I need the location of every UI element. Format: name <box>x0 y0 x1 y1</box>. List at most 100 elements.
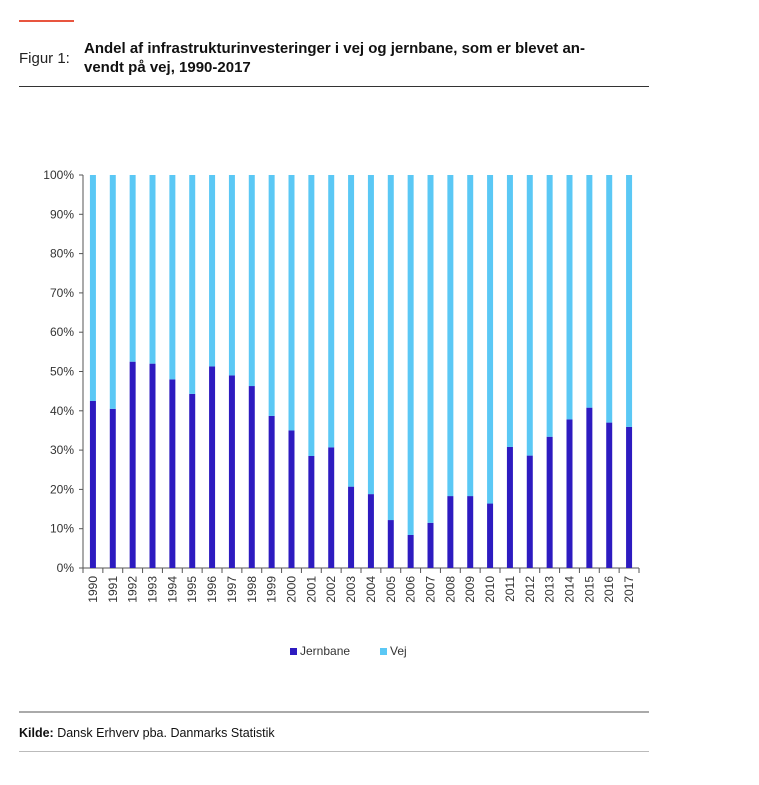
bar-jernbane <box>89 400 96 568</box>
x-tick-label: 2014 <box>563 576 577 603</box>
x-tick-label: 1991 <box>106 576 120 603</box>
bar-jernbane <box>248 386 255 568</box>
legend-item-vej: Vej <box>380 644 407 658</box>
bar-vej <box>308 175 315 456</box>
bar-jernbane <box>149 363 156 568</box>
bar-jernbane <box>209 366 216 568</box>
bar-jernbane <box>228 375 235 568</box>
x-tick-label: 1992 <box>126 576 140 603</box>
stacked-bar-chart: 0% 10% 20% 30% 40% 50% 60% 70% 80% 90% 100% 1990 199… <box>43 168 640 603</box>
y-tick-label: 40% <box>50 404 74 418</box>
bar-jernbane <box>189 393 196 568</box>
bar-vej <box>487 175 494 504</box>
bar-vej <box>149 175 156 364</box>
bar-vej <box>209 175 216 367</box>
x-tick-label: 2007 <box>424 576 438 603</box>
y-tick-label: 90% <box>50 207 74 221</box>
x-tick-label: 2016 <box>602 576 616 603</box>
chart-title: Andel af infrastrukturinvesteringer i ve… <box>84 40 585 76</box>
source-note: Kilde: Dansk Erhverv pba. Danmarks Stati… <box>19 726 275 740</box>
x-tick-label: 1998 <box>245 576 259 603</box>
bar-vej <box>606 175 613 423</box>
y-tick-label: 100% <box>43 168 74 182</box>
bar-jernbane <box>367 494 374 568</box>
x-tick-label: 1999 <box>265 576 279 603</box>
legend-label-jernbane: Jernbane <box>300 644 351 658</box>
y-tick-label: 30% <box>50 443 74 457</box>
bar-jernbane <box>427 522 434 568</box>
legend-swatch-jernbane <box>290 647 297 655</box>
legend-item-jernbane: Jernbane <box>290 644 350 658</box>
bar-vej <box>566 175 573 420</box>
x-tick-label: 2000 <box>285 576 299 603</box>
bar-jernbane <box>487 503 494 568</box>
bar-vej <box>447 175 454 497</box>
x-tick-label: 2012 <box>523 576 537 603</box>
y-tick-label: 0% <box>57 561 75 575</box>
x-tick-label: 1993 <box>146 576 160 603</box>
source-divider-bottom <box>19 751 649 752</box>
bar-vej <box>328 175 335 448</box>
x-tick-label: 2002 <box>324 576 338 603</box>
x-tick-label: 1994 <box>165 576 179 603</box>
bar-jernbane <box>586 407 593 568</box>
bar-vej <box>467 175 474 497</box>
x-tick-label: 2015 <box>582 576 596 603</box>
bar-vej <box>89 175 96 401</box>
bar-vej <box>268 175 275 416</box>
bar-vej <box>506 175 513 447</box>
legend-label-vej: Vej <box>390 644 407 658</box>
source-divider-top <box>19 711 649 713</box>
y-tick-label: 70% <box>50 286 74 300</box>
y-tick-label: 50% <box>50 365 74 379</box>
bar-vej <box>427 175 434 523</box>
source-text: Dansk Erhverv pba. Danmarks Statistik <box>53 726 275 740</box>
x-tick-label: 1990 <box>86 576 100 603</box>
x-tick-label: 1996 <box>205 576 219 603</box>
bar-vej <box>526 175 533 456</box>
bar-vej <box>367 175 374 495</box>
bar-jernbane <box>387 520 394 568</box>
x-tick-label: 2013 <box>543 576 557 603</box>
bar-vej <box>288 175 295 431</box>
figure-label: Figur 1: <box>19 50 70 67</box>
bar-vej <box>129 175 136 362</box>
bar-jernbane <box>566 419 573 568</box>
bar-jernbane <box>407 534 414 568</box>
bar-jernbane <box>606 422 613 568</box>
bar-vej <box>169 175 176 380</box>
bar-vej <box>387 175 394 521</box>
bar-vej <box>626 175 633 427</box>
bar-jernbane <box>169 379 176 568</box>
bar-vej <box>248 175 255 387</box>
legend-swatch-vej <box>380 647 387 655</box>
bar-jernbane <box>348 486 355 568</box>
x-tick-label: 2006 <box>404 576 418 603</box>
x-tick-label: 2004 <box>364 576 378 603</box>
accent-line <box>19 20 74 22</box>
bar-vej <box>228 175 235 376</box>
bar-jernbane <box>467 496 474 568</box>
y-tick-label: 60% <box>50 325 74 339</box>
bar-jernbane <box>546 436 553 568</box>
bar-jernbane <box>626 426 633 568</box>
bar-jernbane <box>129 361 136 568</box>
x-tick-label: 2005 <box>384 576 398 603</box>
x-tick-label: 2009 <box>463 576 477 603</box>
x-tick-label: 2017 <box>622 576 636 603</box>
y-tick-label: 80% <box>50 247 74 261</box>
bar-jernbane <box>506 446 513 568</box>
header-divider <box>19 86 649 87</box>
bar-jernbane <box>328 447 335 568</box>
x-tick-label: 2008 <box>443 576 457 603</box>
bar-jernbane <box>268 415 275 568</box>
bar-vej <box>189 175 196 394</box>
bar-jernbane <box>526 455 533 568</box>
bar-jernbane <box>447 496 454 568</box>
x-tick-label: 2001 <box>304 576 318 603</box>
bar-vej <box>586 175 593 408</box>
y-tick-label: 20% <box>50 482 74 496</box>
bar-vej <box>109 175 116 409</box>
x-tick-label: 1995 <box>185 576 199 603</box>
x-tick-label: 2011 <box>503 576 517 602</box>
